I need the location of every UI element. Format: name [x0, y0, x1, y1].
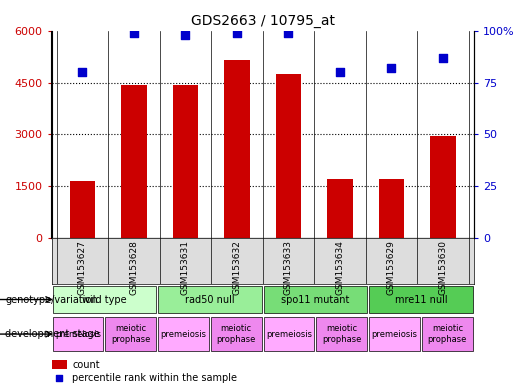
FancyBboxPatch shape	[158, 317, 209, 351]
Text: GSM153632: GSM153632	[232, 240, 242, 295]
Text: genotype/variation: genotype/variation	[5, 295, 98, 305]
Title: GDS2663 / 10795_at: GDS2663 / 10795_at	[191, 14, 335, 28]
FancyBboxPatch shape	[53, 286, 156, 313]
Point	[55, 375, 63, 381]
Text: premeiosis: premeiosis	[266, 329, 312, 339]
Text: meiotic
prophase: meiotic prophase	[322, 324, 362, 344]
Text: premeiosis: premeiosis	[161, 329, 207, 339]
Text: GSM153629: GSM153629	[387, 240, 396, 295]
Text: wild type: wild type	[82, 295, 127, 305]
FancyBboxPatch shape	[158, 286, 262, 313]
Text: meiotic
prophase: meiotic prophase	[217, 324, 256, 344]
Point	[78, 69, 87, 75]
Point	[387, 65, 396, 71]
FancyBboxPatch shape	[211, 317, 262, 351]
Bar	[276, 74, 301, 238]
Point	[439, 55, 447, 61]
Point	[284, 30, 293, 36]
FancyBboxPatch shape	[53, 317, 103, 351]
FancyBboxPatch shape	[264, 317, 314, 351]
Bar	[70, 181, 95, 238]
Point	[233, 30, 241, 36]
FancyBboxPatch shape	[264, 286, 367, 313]
Point	[130, 30, 138, 36]
Text: development stage: development stage	[5, 329, 100, 339]
Text: mre11 null: mre11 null	[394, 295, 448, 305]
Bar	[224, 60, 250, 238]
Text: meiotic
prophase: meiotic prophase	[428, 324, 467, 344]
Text: GSM153634: GSM153634	[335, 240, 345, 295]
Bar	[430, 136, 456, 238]
Point	[336, 69, 344, 75]
Text: GSM153633: GSM153633	[284, 240, 293, 295]
Text: GSM153631: GSM153631	[181, 240, 190, 295]
Text: GSM153630: GSM153630	[438, 240, 448, 295]
Text: GSM153628: GSM153628	[129, 240, 139, 295]
FancyBboxPatch shape	[422, 317, 473, 351]
Text: meiotic
prophase: meiotic prophase	[111, 324, 150, 344]
Text: GSM153627: GSM153627	[78, 240, 87, 295]
Text: premeiosis: premeiosis	[55, 329, 101, 339]
Bar	[379, 179, 404, 238]
Text: count: count	[72, 360, 100, 370]
Text: percentile rank within the sample: percentile rank within the sample	[72, 373, 237, 383]
FancyBboxPatch shape	[369, 286, 473, 313]
FancyBboxPatch shape	[317, 317, 367, 351]
Bar	[173, 85, 198, 238]
Text: premeiosis: premeiosis	[372, 329, 418, 339]
Bar	[52, 360, 67, 369]
Text: spo11 mutant: spo11 mutant	[281, 295, 350, 305]
Text: rad50 null: rad50 null	[185, 295, 235, 305]
FancyBboxPatch shape	[369, 317, 420, 351]
Bar	[121, 85, 147, 238]
FancyBboxPatch shape	[106, 317, 156, 351]
Bar	[327, 179, 353, 238]
Point	[181, 32, 190, 38]
